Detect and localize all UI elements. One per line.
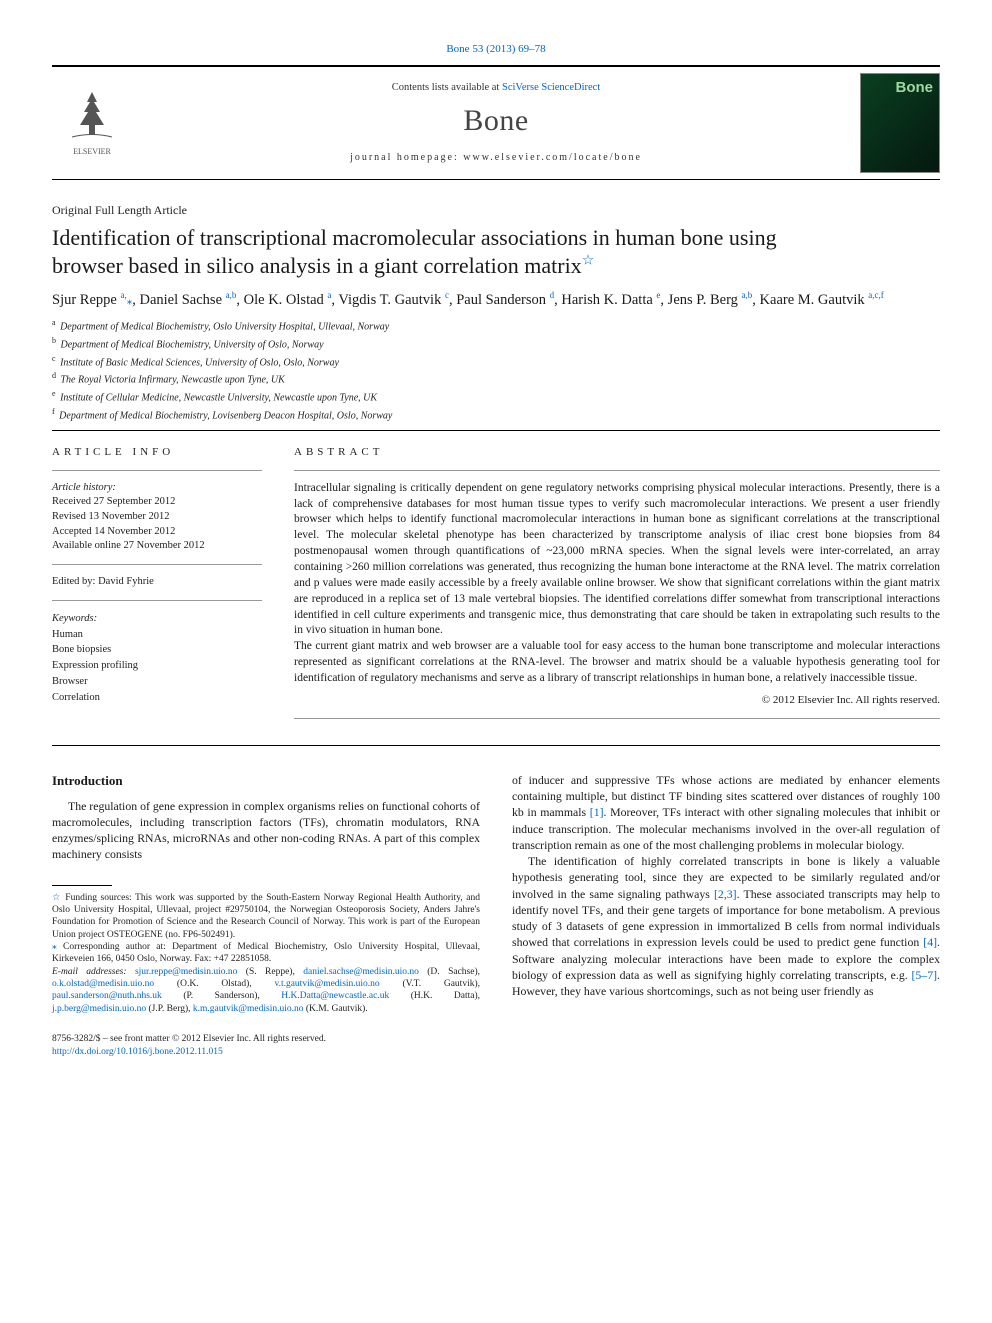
journal-homepage: journal homepage: www.elsevier.com/locat… <box>144 151 848 165</box>
abstract-text: Intracellular signaling is critically de… <box>294 481 940 687</box>
citation-link[interactable]: Bone 53 (2013) 69–78 <box>446 43 545 55</box>
journal-masthead: ELSEVIER Contents lists available at Sci… <box>52 65 940 180</box>
article-title: Identification of transcriptional macrom… <box>52 224 940 279</box>
email-link[interactable]: k.m.gautvik@medisin.uio.no <box>193 1004 304 1014</box>
citation-link[interactable]: [2,3] <box>714 887 737 901</box>
email-link[interactable]: paul.sanderson@nuth.nhs.uk <box>52 991 162 1001</box>
masthead-center: Contents lists available at SciVerse Sci… <box>144 81 848 165</box>
elsevier-logo: ELSEVIER <box>52 78 132 168</box>
citation-header: Bone 53 (2013) 69–78 <box>52 40 940 57</box>
article-history: Article history: Received 27 September 2… <box>52 481 262 554</box>
article-info-head: ARTICLE INFO <box>52 445 262 460</box>
doi-link[interactable]: http://dx.doi.org/10.1016/j.bone.2012.11… <box>52 1047 223 1057</box>
author: Paul Sanderson d <box>456 292 554 308</box>
edited-by: Edited by: David Fyhrie <box>52 575 262 590</box>
author-list: Sjur Reppe a,⁎, Daniel Sachse a,b, Ole K… <box>52 289 940 311</box>
section-heading-introduction: Introduction <box>52 772 480 790</box>
affiliation-list: a Department of Medical Biochemistry, Os… <box>52 317 940 424</box>
email-link[interactable]: H.K.Datta@newcastle.ac.uk <box>281 991 389 1001</box>
footnotes: ☆ Funding sources: This work was support… <box>52 892 480 1015</box>
email-link[interactable]: j.p.berg@medisin.uio.no <box>52 1004 146 1014</box>
keywords-block: Keywords: HumanBone biopsiesExpression p… <box>52 611 262 706</box>
email-link[interactable]: v.t.gautvik@medisin.uio.no <box>274 979 379 989</box>
citation-link[interactable]: [1] <box>590 805 604 819</box>
publisher-name: ELSEVIER <box>73 147 111 158</box>
keyword: Browser <box>52 674 262 690</box>
affiliation: c Institute of Basic Medical Sciences, U… <box>52 353 940 371</box>
affiliation: a Department of Medical Biochemistry, Os… <box>52 317 940 335</box>
footer-citation: 8756-3282/$ – see front matter © 2012 El… <box>52 1033 480 1059</box>
body-column-right: of inducer and suppressive TFs whose act… <box>512 772 940 1060</box>
journal-name: Bone <box>144 101 848 142</box>
author: Kaare M. Gautvik a,c,f <box>760 292 884 308</box>
tree-icon <box>62 87 122 147</box>
affiliation: f Department of Medical Biochemistry, Lo… <box>52 406 940 424</box>
footnote-divider <box>52 885 112 886</box>
abstract-head: ABSTRACT <box>294 445 940 460</box>
title-star-icon: ☆ <box>582 253 595 268</box>
divider <box>52 600 262 601</box>
intro-paragraph: The regulation of gene expression in com… <box>52 798 480 863</box>
keyword: Expression profiling <box>52 658 262 674</box>
keyword: Human <box>52 627 262 643</box>
divider <box>52 745 940 746</box>
body-paragraph: of inducer and suppressive TFs whose act… <box>512 772 940 853</box>
divider <box>52 564 262 565</box>
citation-link[interactable]: [5–7] <box>911 968 937 982</box>
author: Ole K. Olstad a <box>244 292 332 308</box>
author: Vigdis T. Gautvik c <box>338 292 449 308</box>
author: Daniel Sachse a,b <box>139 292 236 308</box>
author: Jens P. Berg a,b <box>668 292 753 308</box>
divider <box>294 718 940 719</box>
affiliation: b Department of Medical Biochemistry, Un… <box>52 335 940 353</box>
article-type: Original Full Length Article <box>52 202 940 218</box>
copyright-line: © 2012 Elsevier Inc. All rights reserved… <box>294 693 940 708</box>
contents-line: Contents lists available at SciVerse Sci… <box>144 81 848 95</box>
author: Harish K. Datta e <box>561 292 660 308</box>
keyword: Bone biopsies <box>52 642 262 658</box>
affiliation: d The Royal Victoria Infirmary, Newcastl… <box>52 370 940 388</box>
body-paragraph: The identification of highly correlated … <box>512 853 940 999</box>
divider <box>294 470 940 471</box>
citation-link[interactable]: [4] <box>923 935 937 949</box>
author: Sjur Reppe a,⁎ <box>52 292 132 308</box>
keyword: Correlation <box>52 690 262 706</box>
affiliation: e Institute of Cellular Medicine, Newcas… <box>52 388 940 406</box>
body-column-left: Introduction The regulation of gene expr… <box>52 772 480 1060</box>
email-link[interactable]: daniel.sachse@medisin.uio.no <box>303 967 419 977</box>
cover-title: Bone <box>896 78 934 98</box>
divider <box>52 470 262 471</box>
email-link[interactable]: sjur.reppe@medisin.uio.no <box>135 967 237 977</box>
sciencedirect-link[interactable]: SciVerse ScienceDirect <box>502 82 600 93</box>
star-icon: ☆ <box>52 893 62 903</box>
divider <box>52 430 940 431</box>
email-link[interactable]: o.k.olstad@medisin.uio.no <box>52 979 154 989</box>
journal-cover: Bone <box>860 73 940 173</box>
